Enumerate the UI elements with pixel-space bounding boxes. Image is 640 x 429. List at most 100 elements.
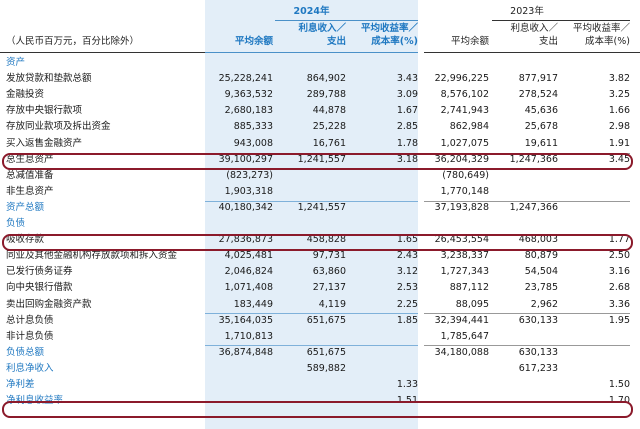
row-label: 吸收存款: [6, 234, 45, 246]
row-label: 金融投资: [6, 89, 45, 101]
subtotal-rule-2023: [424, 345, 630, 346]
cell-v1: (823,273): [226, 169, 273, 181]
row-label: 存放中央银行款项: [6, 105, 83, 117]
cell-v2: 25,228: [312, 121, 346, 133]
header-year-2024: 2024年: [293, 6, 330, 17]
cell-v4: 88,095: [455, 298, 489, 310]
cell-v4: 3,238,337: [440, 250, 489, 262]
cell-v3: 2.43: [396, 250, 418, 262]
cell-v4: 887,112: [449, 282, 489, 294]
cell-v1: 943,008: [233, 137, 273, 149]
cell-v6: 1.95: [608, 314, 630, 326]
cell-v5: [492, 55, 558, 71]
cell-v1: 27,836,873: [218, 234, 273, 246]
cell-v2: 1,241,557: [297, 201, 346, 213]
row-label: 资产: [6, 57, 26, 68]
cell-v3: 1.85: [396, 314, 418, 326]
header-yield-2023-line1: 平均收益率／: [572, 23, 630, 34]
cell-v2: 97,731: [312, 250, 346, 262]
cell-v1: [205, 55, 273, 71]
cell-v4: [424, 377, 489, 393]
cell-v6: [562, 361, 630, 377]
cell-v3: 1.65: [396, 234, 418, 246]
cell-v3: [350, 200, 418, 216]
cell-v3: 3.43: [396, 73, 418, 85]
table-row: 非计息负债 1,710,813 1,785,647: [0, 329, 640, 345]
cell-v6: 3.45: [608, 153, 630, 165]
table-row: 利息净收入 589,882 617,233: [0, 361, 640, 377]
cell-v6: [562, 345, 630, 361]
cell-v6: [562, 200, 630, 216]
cell-v1: [205, 361, 273, 377]
cell-v1: 2,046,824: [224, 266, 273, 278]
row-label: 净利差: [6, 379, 35, 390]
cell-v5: [492, 329, 558, 345]
cell-v4: 32,394,441: [434, 314, 489, 326]
cell-v2: 1,241,557: [297, 153, 346, 165]
cell-v1: 1,710,813: [224, 330, 273, 342]
cell-v5: 1,247,366: [509, 153, 558, 165]
table-row: 净利差 1.33 1.50: [0, 377, 640, 393]
cell-v5: 630,133: [518, 346, 558, 358]
cell-v5: 617,233: [518, 362, 558, 374]
cell-v2: [275, 377, 346, 393]
shaded-2024-columns: [205, 0, 418, 429]
cell-v1: 25,228,241: [218, 73, 273, 85]
cell-v4: 862,984: [449, 121, 489, 133]
cell-v4: 1,727,343: [440, 266, 489, 278]
row-label: 负债总额: [6, 346, 45, 358]
cell-v3: [350, 345, 418, 361]
highlight-total-interest-earning-assets: [2, 153, 633, 170]
row-label: 已发行债务证券: [6, 266, 73, 278]
cell-v1: 4,025,481: [224, 250, 273, 262]
table-row: 总计息负债 35,164,035 651,675 1.85 32,394,441 630,…: [0, 313, 640, 329]
cell-v4: 26,453,554: [434, 234, 489, 246]
header-interest-2024-line2: 支出: [326, 36, 346, 47]
cell-v4: 36,204,329: [434, 153, 489, 165]
cell-v6: 2.68: [608, 282, 630, 294]
cell-v4: 22,996,225: [434, 73, 489, 85]
cell-v3: 2.25: [396, 298, 418, 310]
header-yield-2023-line2: 成本率(%): [585, 36, 630, 47]
header-yield-2024-line1: 平均收益率／: [360, 23, 418, 34]
cell-v1: 39,100,297: [218, 153, 273, 165]
cell-v4: [424, 55, 489, 71]
cell-v3: [350, 55, 418, 71]
cell-v6: 2.98: [608, 121, 630, 133]
header-yield-2024-line2: 成本率(%): [371, 36, 418, 47]
table-row: 同业及其他金融机构存放款项和拆入资金 4,025,481 97,731 2.43 3,2…: [0, 248, 640, 264]
row-label: 存放同业款项及拆出资金: [6, 121, 111, 133]
cell-v6: [562, 168, 630, 184]
cell-v5: [492, 216, 558, 232]
cell-v2: [275, 329, 346, 345]
cell-v1: [205, 216, 273, 232]
cell-v2: 16,761: [312, 137, 346, 149]
cell-v5: 278,524: [518, 89, 558, 101]
cell-v3: [350, 329, 418, 345]
highlight-net-interest-margin: [2, 401, 633, 418]
table-row: 买入返售金融资产 943,008 16,761 1.78 1,027,075 19,611…: [0, 136, 640, 152]
header-rule-2024: [275, 20, 418, 21]
highlight-customer-deposits: [2, 234, 633, 251]
header-rule-2023: [492, 20, 630, 21]
cell-v2: 63,860: [312, 266, 346, 278]
cell-v6: 3.16: [608, 266, 630, 278]
table-row: 向中央银行借款 1,071,408 27,137 2.53 887,112 23,785 2…: [0, 280, 640, 296]
cell-v4: 1,027,075: [440, 137, 489, 149]
header-avg-balance-2023: 平均余额: [450, 36, 489, 47]
cell-v2: [275, 55, 346, 71]
cell-v6: 3.25: [608, 89, 630, 101]
cell-v1: 9,363,532: [224, 89, 273, 101]
cell-v2: [275, 184, 346, 200]
row-label: 非计息负债: [6, 330, 54, 342]
cell-v1: 183,449: [233, 298, 273, 310]
row-label: 资产总额: [6, 201, 45, 213]
cell-v2: 589,882: [306, 362, 346, 374]
cell-v5: 80,879: [524, 250, 558, 262]
cell-v1: [205, 377, 273, 393]
cell-v5: 630,133: [518, 314, 558, 326]
cell-v2: 458,828: [306, 234, 346, 246]
table-row: 负债: [0, 216, 640, 232]
row-label: 卖出回购金融资产款: [6, 298, 92, 310]
table-row: 总减值准备 (823,273) (780,649): [0, 168, 640, 184]
